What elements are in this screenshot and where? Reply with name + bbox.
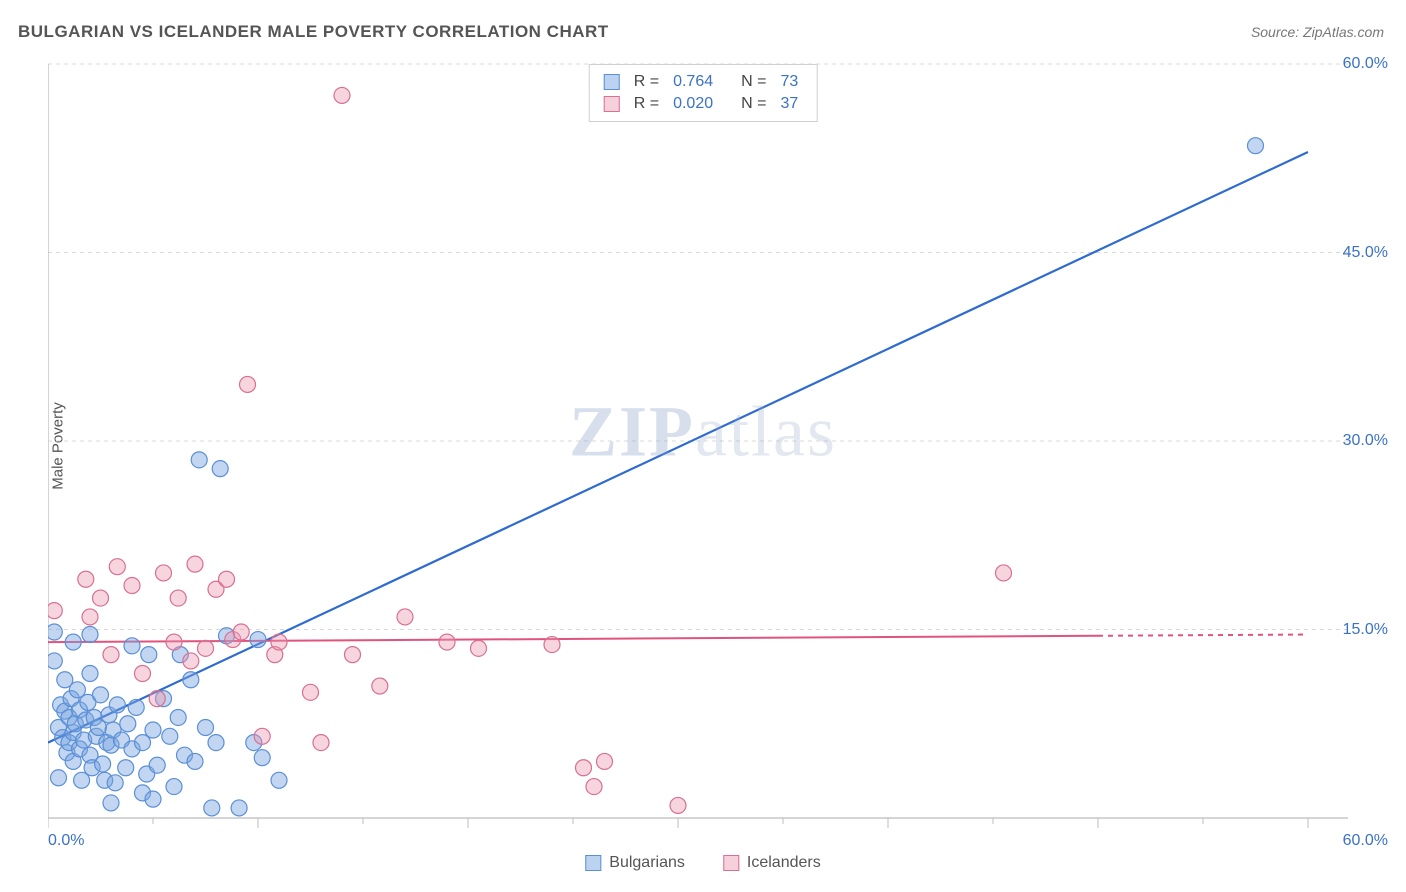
n-value: 37 <box>780 95 798 113</box>
y-tick-label: 60.0% <box>1343 55 1388 73</box>
legend-label: Bulgarians <box>609 854 685 872</box>
r-label: R = <box>634 73 659 91</box>
legend-item-icelanders: Icelanders <box>723 854 821 872</box>
r-value: 0.764 <box>673 73 713 91</box>
legend-series: Bulgarians Icelanders <box>585 854 820 872</box>
swatch-icon <box>723 855 739 871</box>
chart-title: BULGARIAN VS ICELANDER MALE POVERTY CORR… <box>18 22 609 42</box>
x-tick-label: 0.0% <box>48 832 84 850</box>
y-tick-label: 15.0% <box>1343 621 1388 639</box>
plot-area: ZIPatlas <box>48 58 1358 838</box>
swatch-icon <box>604 74 620 90</box>
source-value: ZipAtlas.com <box>1303 24 1384 40</box>
r-label: R = <box>634 95 659 113</box>
legend-label: Icelanders <box>747 854 821 872</box>
source-credit: Source: ZipAtlas.com <box>1251 24 1384 40</box>
n-label: N = <box>741 95 766 113</box>
n-label: N = <box>741 73 766 91</box>
legend-row-icelanders: R = 0.020 N = 37 <box>604 93 803 115</box>
legend-item-bulgarians: Bulgarians <box>585 854 685 872</box>
source-label: Source: <box>1251 24 1299 40</box>
swatch-icon <box>604 96 620 112</box>
y-tick-label: 45.0% <box>1343 244 1388 262</box>
chart-container: BULGARIAN VS ICELANDER MALE POVERTY CORR… <box>0 0 1406 892</box>
n-value: 73 <box>780 73 798 91</box>
scatter-svg <box>48 58 1358 838</box>
r-value: 0.020 <box>673 95 713 113</box>
legend-row-bulgarians: R = 0.764 N = 73 <box>604 71 803 93</box>
swatch-icon <box>585 855 601 871</box>
y-tick-label: 30.0% <box>1343 432 1388 450</box>
legend-stats-box: R = 0.764 N = 73 R = 0.020 N = 37 <box>589 64 818 122</box>
x-tick-label: 60.0% <box>1343 832 1388 850</box>
